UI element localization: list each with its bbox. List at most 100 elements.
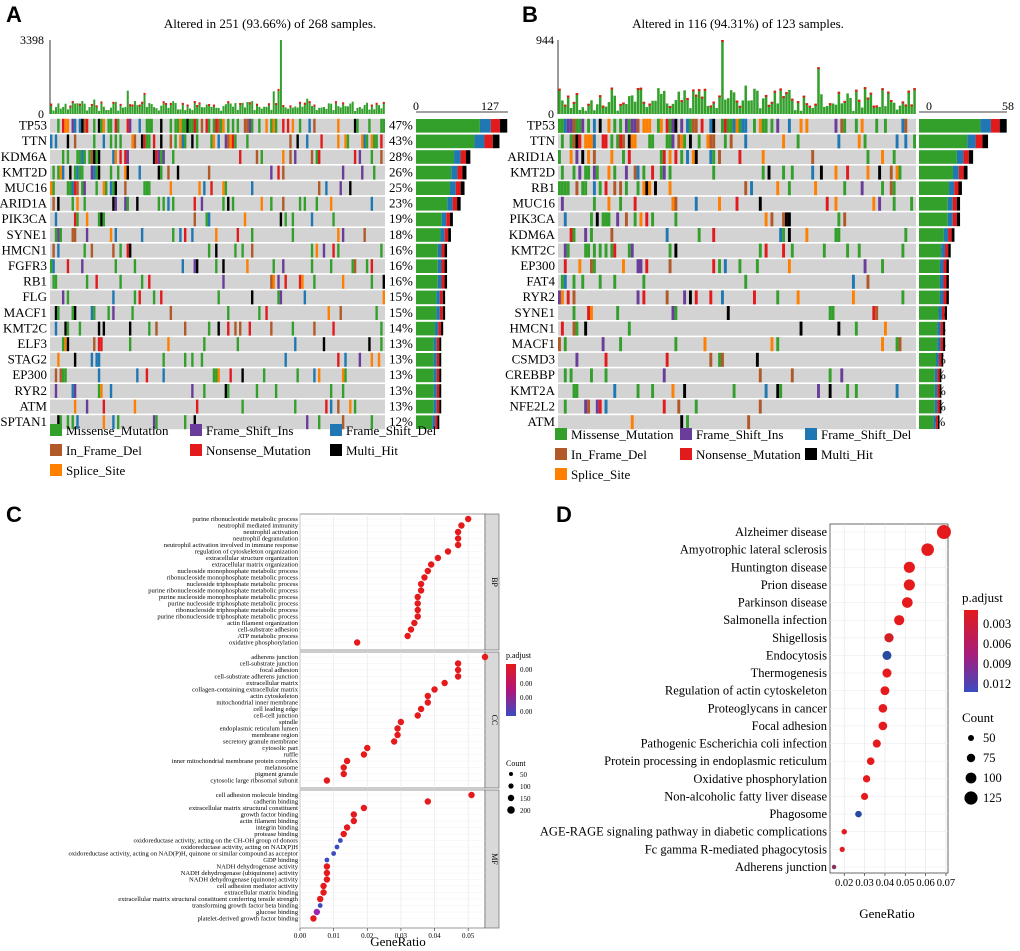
go-term-dot: [454, 673, 462, 680]
tmb-bar-seg: [564, 104, 567, 107]
oncoplot-cell: [370, 274, 374, 289]
tmb-bar-seg: [143, 92, 146, 95]
tmb-bar-seg: [857, 99, 861, 102]
oncoplot-cell: [636, 181, 640, 196]
oncoplot-cell: [680, 150, 684, 164]
oncoplot-cell: [279, 212, 283, 227]
tmb-bar-seg: [255, 103, 258, 106]
oncoplot-cell: [584, 243, 588, 258]
kegg-term-dot: [903, 561, 915, 573]
kegg-term-dot: [831, 864, 837, 870]
oncoplot-cell: [274, 118, 278, 133]
tmb-bar: [279, 40, 282, 114]
oncoplot-cell: [181, 134, 184, 149]
gene-bar-fsdel: [941, 243, 946, 258]
go-term-dot: [394, 731, 401, 739]
gene-percent: 14%: [389, 320, 413, 335]
oncoplot-cell: [57, 228, 60, 242]
oncoplot-cell: [723, 134, 727, 149]
oncoplot-cell: [172, 150, 175, 164]
oncoplot-cell: [636, 290, 640, 305]
oncoplot-cell: [683, 134, 687, 149]
oncoplot-cell: [648, 118, 652, 133]
tmb-bar-seg: [697, 89, 701, 92]
oncoplot-cell: [52, 196, 55, 211]
oncoplot-cell: [176, 165, 180, 180]
gene-bar-multihit: [442, 306, 446, 320]
oncoplot-cell: [674, 196, 678, 211]
go-term-dot: [397, 718, 405, 726]
oncoplot-cell: [764, 243, 768, 258]
tmb-bar: [370, 104, 373, 114]
tmb-bar: [229, 103, 232, 114]
oncoplot-cell: [93, 134, 96, 149]
go-term-label: cell adhesion mediator activity: [217, 883, 299, 890]
go-term-dot: [390, 738, 398, 745]
oncoplot-cell: [636, 384, 640, 398]
tmb-bar: [248, 102, 251, 114]
tmb-bar: [124, 107, 127, 114]
tmb-bar-seg: [193, 101, 196, 104]
oncoplot-cell: [207, 118, 211, 133]
tmb-bar: [277, 88, 280, 114]
oncoplot-cell: [610, 243, 614, 258]
tmb-bar: [776, 103, 780, 114]
tmb-bar: [306, 98, 309, 114]
tmb-bar: [785, 92, 788, 114]
gene-percent: 26%: [389, 164, 413, 179]
oncoplot-cell: [222, 181, 225, 196]
kegg-term-dot: [936, 525, 951, 539]
tmb-bar: [315, 110, 318, 114]
oncoplot-cell: [665, 352, 669, 367]
go-term-dot: [360, 804, 368, 812]
go-term-dot: [407, 626, 415, 633]
tmb-bar: [913, 88, 916, 114]
tmb-bar: [703, 88, 707, 114]
go-term-dot: [343, 824, 351, 831]
legend-label: Multi_Hit: [346, 443, 398, 458]
oncoplot-cell: [610, 134, 614, 149]
tmb-bar: [136, 105, 139, 114]
go-term-dot: [454, 528, 462, 536]
go-term-dot: [441, 679, 448, 687]
oncoplot-cell: [613, 274, 617, 289]
oncoplot-cell: [272, 259, 275, 274]
oncoplot-cell: [227, 321, 230, 336]
oncoplot-cell: [587, 165, 591, 180]
oncoplot-cell: [284, 274, 287, 289]
tmb-bar: [622, 102, 625, 114]
oncoplot-cell: [353, 399, 357, 414]
tmb-bar-seg: [598, 95, 602, 98]
oncoplot-cell: [54, 274, 58, 289]
oncoplot-cell: [881, 181, 884, 196]
go-term-dot: [417, 587, 425, 594]
oncoplot-cell: [73, 399, 77, 414]
oncoplot-cell: [227, 118, 230, 133]
tmb-bar-seg: [642, 101, 646, 104]
gene-bar-missense: [919, 384, 935, 398]
tmb-bar-seg: [112, 101, 115, 104]
tmb-bar: [258, 106, 261, 114]
oncoplot-cell: [341, 274, 345, 289]
tmb-bar-seg: [636, 88, 640, 91]
oncoplot-cell: [341, 228, 345, 242]
gene-bar-nonsense: [937, 399, 940, 414]
kegg-term-label: Thermogenesis: [751, 666, 828, 680]
oncoplot-cell: [176, 118, 180, 133]
oncoplot-cell: [212, 134, 216, 149]
oncoplot-cell: [64, 368, 67, 383]
gene-label: KMT2A: [510, 383, 555, 398]
gene-label: KMT2C: [511, 242, 555, 257]
oncoplot-cell: [598, 243, 602, 258]
gene-label: KMT2D: [2, 164, 47, 179]
tmb-bar: [910, 104, 913, 114]
oncoplot-cell: [339, 181, 342, 196]
gene-bar-missense: [919, 119, 981, 133]
oncoplot-cell: [217, 368, 220, 383]
tmb-bar-seg: [796, 101, 800, 104]
go-term-dot: [434, 554, 442, 562]
tmb-bar: [869, 92, 873, 114]
tmb-bar: [700, 96, 704, 114]
gene-bar-missense: [416, 415, 433, 429]
oncoplot-cell: [656, 118, 660, 133]
